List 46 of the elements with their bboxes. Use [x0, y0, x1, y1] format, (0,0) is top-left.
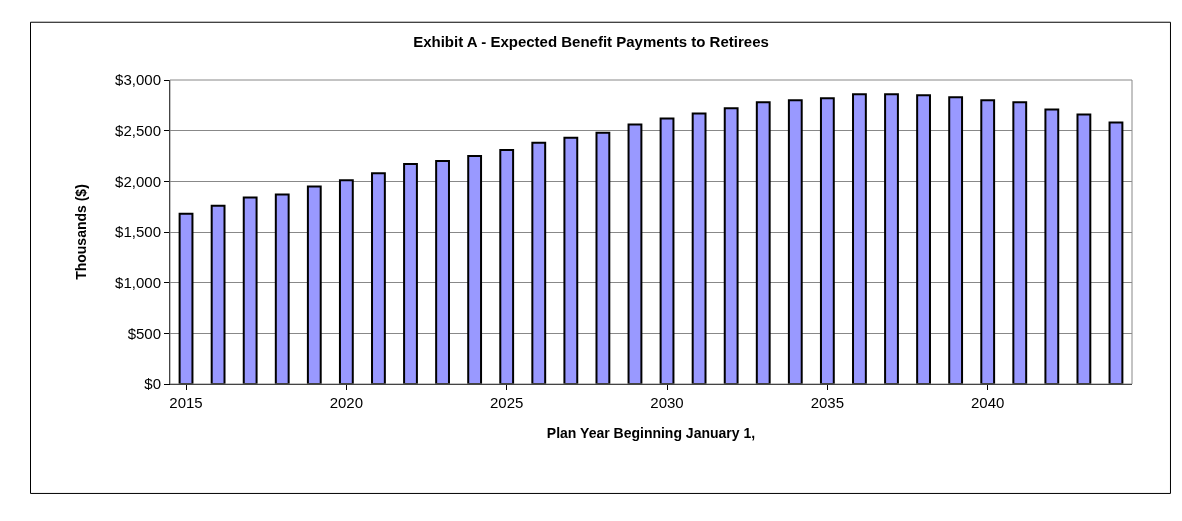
x-axis-title: Plan Year Beginning January 1, — [546, 425, 756, 442]
x-tick-label: 2035 — [810, 394, 845, 411]
bar — [1012, 101, 1028, 384]
y-tick-label: $1,000 — [115, 273, 161, 291]
bar — [980, 99, 996, 384]
y-tick-label: $3,000 — [115, 71, 161, 89]
bar — [595, 131, 611, 384]
bar — [467, 155, 483, 384]
bar — [1108, 121, 1124, 384]
x-tick-label: 2040 — [971, 394, 1005, 411]
bar — [338, 179, 354, 384]
bar — [787, 99, 803, 384]
y-tick-label: $0 — [144, 375, 161, 393]
bar — [627, 123, 643, 384]
x-tick-label: 2020 — [329, 394, 364, 411]
bar — [178, 212, 194, 384]
bar — [1076, 113, 1092, 384]
bar — [723, 107, 739, 384]
bar — [819, 97, 835, 384]
bar — [691, 112, 707, 384]
x-tick-label: 2015 — [169, 394, 203, 411]
bar — [242, 196, 258, 384]
bar — [499, 148, 515, 384]
bar — [306, 185, 322, 384]
bar — [755, 101, 771, 384]
y-tick-label: $2,000 — [115, 172, 161, 190]
bar — [371, 172, 386, 384]
bar — [435, 160, 450, 384]
chart-title: Exhibit A - Expected Benefit Payments to Retirees — [413, 32, 769, 50]
bar — [916, 94, 931, 384]
bar — [531, 141, 547, 384]
bar — [274, 193, 290, 384]
bar — [403, 163, 418, 384]
bar — [852, 93, 867, 384]
y-axis-title: Thousands ($) — [72, 184, 89, 280]
bar — [563, 136, 579, 384]
y-tick-label: $2,500 — [115, 121, 161, 139]
bar — [659, 117, 675, 384]
y-tick-label: $500 — [127, 324, 161, 342]
bar — [948, 96, 964, 384]
bar — [210, 204, 226, 384]
x-tick-label: 2025 — [490, 394, 524, 411]
y-tick-label: $1,500 — [115, 223, 161, 241]
bar — [884, 93, 899, 384]
bar — [1044, 108, 1060, 384]
x-tick-label: 2030 — [650, 394, 684, 411]
